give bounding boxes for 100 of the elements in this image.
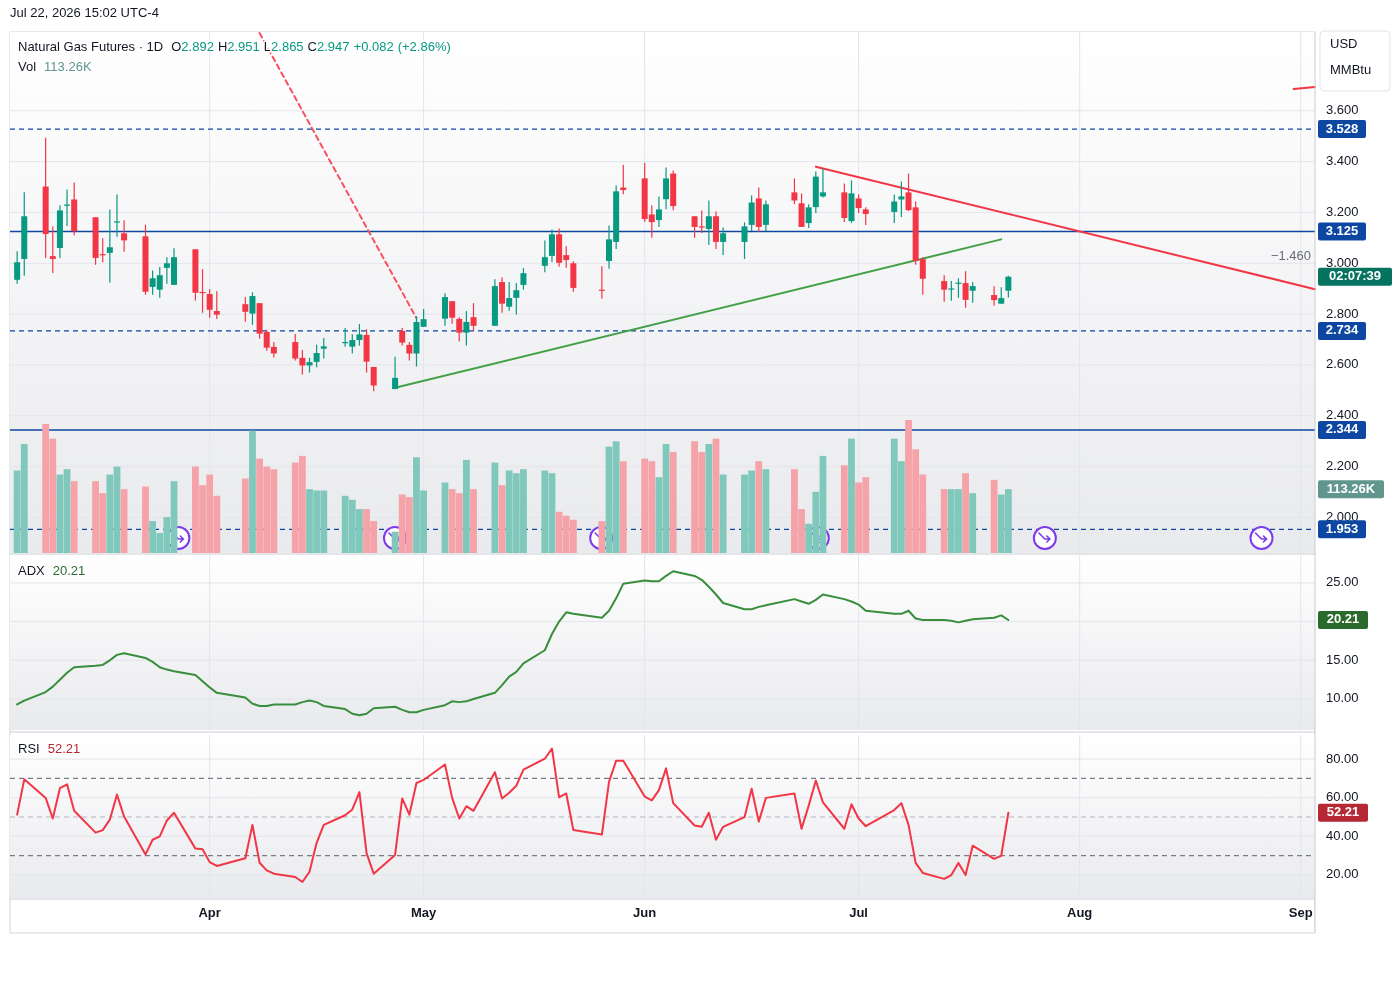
- y-tick-label: 3.600: [1326, 102, 1359, 118]
- y-tick-label: 2.600: [1326, 356, 1359, 372]
- candlestick: [962, 270, 969, 309]
- y-axis-title: USD MMBtu: [1330, 36, 1372, 77]
- annotation: 52.21: [47, 741, 81, 756]
- bar: [142, 486, 149, 553]
- chart-title: Vol: [18, 59, 37, 74]
- candlestick: [313, 344, 320, 368]
- text: Jul 22, 2026 15:02 UTC-4: [10, 5, 159, 20]
- text: RSI: [18, 741, 40, 756]
- ref-line-label: 2.734: [1325, 322, 1360, 338]
- candlestick: [506, 281, 513, 312]
- x-tick-label: Sep: [1288, 905, 1313, 920]
- candlestick: [520, 267, 527, 291]
- candlestick: [805, 203, 812, 229]
- text: 113.26K: [44, 59, 92, 74]
- text: 20.21: [1326, 611, 1360, 627]
- candlestick: [1005, 275, 1012, 299]
- candlestick: [449, 300, 456, 325]
- y-tick-label: 25.00: [1326, 574, 1359, 590]
- candlestick: [891, 193, 898, 224]
- text: 02:07:39: [1328, 268, 1382, 284]
- candlestick: [655, 195, 662, 228]
- text: Natural Gas Futures · 1D: [18, 39, 164, 54]
- candlestick: [249, 291, 256, 326]
- candlestick: [356, 323, 363, 347]
- candlestick: [463, 310, 470, 347]
- candlestick: [791, 177, 798, 205]
- bar: [840, 465, 848, 553]
- ref-line-label: 3.125: [1325, 222, 1359, 238]
- candlestick: [406, 341, 413, 362]
- text: ADX: [18, 563, 46, 578]
- ref-line-label: 3.528: [1325, 120, 1359, 136]
- bar: [705, 443, 713, 553]
- candlestick: [49, 225, 56, 274]
- y-tick-label: 80.00: [1326, 750, 1359, 766]
- bar: [241, 478, 249, 553]
- y-tick-label: 2.400: [1326, 407, 1359, 423]
- y-tick-label: 15.00: [1326, 651, 1359, 667]
- bar: [669, 451, 677, 553]
- candlestick: [762, 199, 769, 232]
- candlestick: [392, 356, 399, 390]
- candlestick: [948, 280, 955, 302]
- y-tick-label: 2.200: [1326, 458, 1359, 474]
- y-tick-label: 40.00: [1326, 827, 1359, 843]
- x-tick-label: Apr: [198, 905, 221, 920]
- x-tick-label: May: [410, 905, 438, 920]
- bar: [969, 493, 977, 553]
- candlestick: [663, 166, 670, 210]
- candlestick: [242, 296, 249, 323]
- y-tick-label: 20.00: [1326, 866, 1359, 882]
- candlestick: [499, 276, 506, 314]
- y-tick-label: 3.000: [1326, 254, 1359, 270]
- bar: [249, 430, 256, 553]
- candlestick: [941, 274, 948, 303]
- bar: [848, 438, 855, 553]
- candlestick: [442, 292, 448, 327]
- candlestick: [855, 193, 862, 214]
- x-tick-label: Aug: [1067, 905, 1093, 920]
- candlestick: [113, 193, 120, 238]
- bar: [619, 461, 627, 553]
- bar: [462, 459, 470, 553]
- bar: [962, 473, 969, 553]
- bar: [470, 489, 477, 553]
- annotation: −1.460: [1270, 248, 1311, 264]
- bar: [719, 474, 727, 553]
- candlestick: [470, 302, 477, 332]
- candlestick: [370, 366, 377, 392]
- candlestick: [541, 239, 548, 273]
- candlestick: [798, 192, 805, 228]
- candlestick: [720, 226, 727, 256]
- y-tick-label: 3.400: [1326, 153, 1359, 169]
- candlestick: [206, 288, 213, 319]
- y-tick-label: 2.800: [1326, 305, 1359, 321]
- candlestick: [748, 194, 755, 232]
- candlestick: [14, 250, 21, 285]
- candlestick: [741, 221, 748, 260]
- text: 52.21: [1326, 804, 1360, 820]
- candlestick: [548, 228, 555, 263]
- bar: [70, 481, 78, 553]
- y-tick-label: 60.00: [1326, 789, 1359, 805]
- bar: [940, 489, 948, 553]
- candlestick: [456, 316, 463, 343]
- candlestick: [513, 282, 520, 316]
- text: 113.26K: [1326, 480, 1376, 496]
- annotation: 20.21: [52, 563, 86, 578]
- candlestick: [705, 199, 712, 246]
- y-tick-label: 3.200: [1326, 203, 1359, 219]
- candlestick: [969, 281, 976, 304]
- ref-line-label: 2.344: [1325, 421, 1360, 437]
- candlestick: [991, 285, 998, 307]
- candlestick: [213, 290, 220, 320]
- candlestick: [121, 219, 128, 253]
- candlestick: [898, 180, 905, 218]
- candlestick: [320, 337, 327, 360]
- y-tick-label: 10.00: [1326, 690, 1359, 706]
- x-tick-label: Jul: [849, 905, 869, 920]
- x-tick-label: Jun: [633, 905, 657, 920]
- candlestick: [106, 208, 113, 284]
- bar: [755, 461, 763, 553]
